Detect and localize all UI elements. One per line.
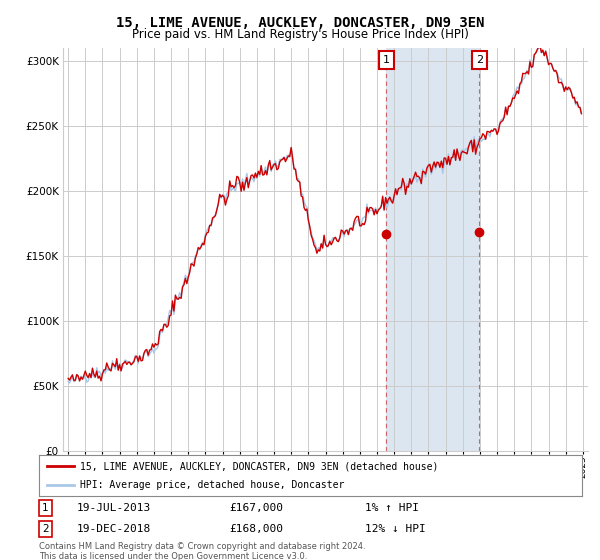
Text: HPI: Average price, detached house, Doncaster: HPI: Average price, detached house, Donc… [80, 480, 344, 489]
Text: Contains HM Land Registry data © Crown copyright and database right 2024.
This d: Contains HM Land Registry data © Crown c… [39, 542, 365, 560]
Text: 2: 2 [476, 55, 483, 65]
Text: 15, LIME AVENUE, AUCKLEY, DONCASTER, DN9 3EN: 15, LIME AVENUE, AUCKLEY, DONCASTER, DN9… [116, 16, 484, 30]
Text: 1: 1 [42, 503, 49, 513]
Text: 12% ↓ HPI: 12% ↓ HPI [365, 524, 425, 534]
Bar [386, 48, 479, 451]
Text: £167,000: £167,000 [229, 503, 283, 513]
Text: 15, LIME AVENUE, AUCKLEY, DONCASTER, DN9 3EN (detached house): 15, LIME AVENUE, AUCKLEY, DONCASTER, DN9… [80, 461, 438, 471]
Text: Price paid vs. HM Land Registry's House Price Index (HPI): Price paid vs. HM Land Registry's House … [131, 28, 469, 41]
Text: 19-JUL-2013: 19-JUL-2013 [77, 503, 151, 513]
Text: 1: 1 [383, 55, 390, 65]
Text: £168,000: £168,000 [229, 524, 283, 534]
Text: 19-DEC-2018: 19-DEC-2018 [77, 524, 151, 534]
Text: 2: 2 [42, 524, 49, 534]
Text: 1% ↑ HPI: 1% ↑ HPI [365, 503, 419, 513]
